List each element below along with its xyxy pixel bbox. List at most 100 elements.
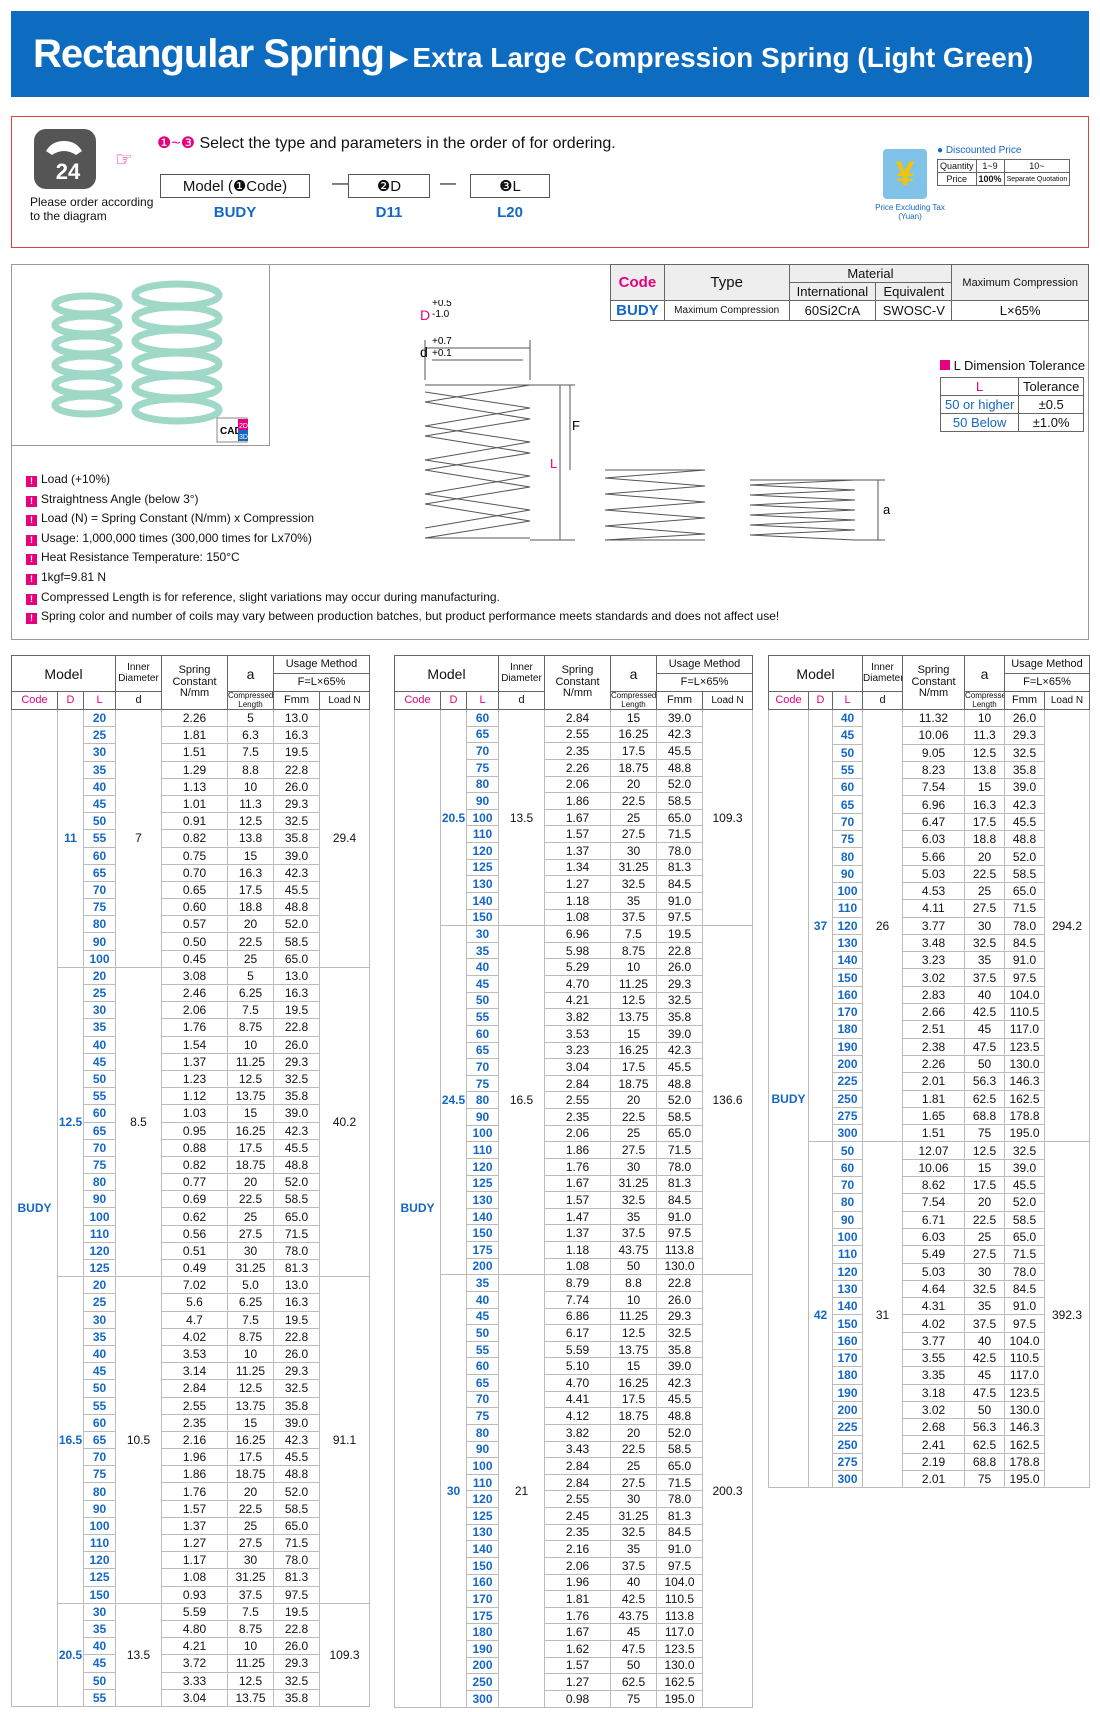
- k-cell: 2.06: [544, 1124, 611, 1143]
- k-cell: 3.77: [902, 916, 965, 935]
- a-cell: 62.5: [964, 1089, 1005, 1108]
- f-cell: 162.5: [1004, 1435, 1045, 1454]
- order-note: Please order according to the diagram: [30, 195, 154, 223]
- a-cell: 20: [227, 1482, 274, 1501]
- cell: BUDY: [610, 300, 665, 321]
- data-row: 140 4.31 35 91.0: [769, 1297, 1090, 1316]
- a-cell: 7.5: [610, 925, 657, 943]
- f-cell: 29.3: [273, 1052, 320, 1071]
- f-cell: 26.0: [273, 1344, 320, 1364]
- data-row: 70 8.62 17.5 45.5: [769, 1176, 1090, 1195]
- example: L20: [497, 204, 523, 221]
- f-cell: 26.0: [656, 1290, 703, 1309]
- a-cell: 16.25: [610, 1374, 657, 1392]
- f-cell: 97.5: [273, 1585, 320, 1604]
- l-cell: 45: [83, 1052, 116, 1071]
- k-cell: 2.46: [161, 983, 228, 1003]
- k-cell: 1.57: [544, 1656, 611, 1675]
- l-cell: 125: [466, 1507, 499, 1525]
- l-cell: 130: [466, 1523, 499, 1542]
- data-row: 100 1.67 25 65.0: [395, 808, 753, 827]
- k-cell: 1.76: [544, 1606, 611, 1625]
- l-cell: 35: [83, 760, 116, 779]
- f-cell: 84.5: [656, 1523, 703, 1542]
- f-cell: 78.0: [1004, 916, 1045, 935]
- f-cell: 39.0: [1004, 778, 1045, 797]
- k-cell: 0.56: [161, 1224, 228, 1243]
- l-cell: 75: [466, 758, 499, 777]
- f-cell: 42.3: [656, 1374, 703, 1392]
- header-cell: d: [115, 691, 162, 710]
- l-cell: 160: [466, 1573, 499, 1592]
- k-cell: 5.66: [902, 847, 965, 866]
- f-cell: 91.0: [1004, 951, 1045, 970]
- data-row: 70 1.96 17.5 45.5: [12, 1448, 370, 1467]
- a-cell: 30: [964, 916, 1005, 935]
- f-cell: 71.5: [1004, 899, 1045, 918]
- data-row: 45 4.70 11.25 29.3: [395, 975, 753, 993]
- phone-icon: 24: [34, 129, 96, 189]
- a-cell: 27.5: [610, 825, 657, 843]
- note: ! Spring color and number of coils may va…: [26, 607, 779, 627]
- l-cell: 175: [466, 1241, 499, 1259]
- l-cell: 200: [466, 1257, 499, 1276]
- cell: L×65%: [951, 300, 1089, 321]
- data-row: 80 3.82 20 52.0: [395, 1423, 753, 1442]
- a-cell: 13.75: [227, 1087, 274, 1106]
- data-row: 60 10.06 15 39.0: [769, 1158, 1090, 1178]
- data-row: 80 1.76 20 52.0: [12, 1482, 370, 1501]
- f-cell: 35.8: [656, 1008, 703, 1026]
- note-icon: !: [26, 613, 37, 625]
- f-cell: 42.3: [273, 863, 320, 882]
- a-cell: 31.25: [610, 1507, 657, 1525]
- dim-d: d: [420, 344, 428, 360]
- dim-F: F: [572, 418, 580, 433]
- l-cell: 70: [83, 1448, 116, 1467]
- k-cell: 1.67: [544, 1174, 611, 1193]
- l-cell: 75: [83, 1155, 116, 1175]
- data-row: 110 2.84 27.5 71.5: [395, 1473, 753, 1492]
- k-cell: 7.02: [161, 1276, 228, 1295]
- k-cell: 4.70: [544, 975, 611, 993]
- f-cell: 29.3: [273, 794, 320, 814]
- a-cell: 37.5: [610, 908, 657, 927]
- data-row: 75 2.26 18.75 48.8: [395, 758, 753, 777]
- f-cell: 81.3: [656, 858, 703, 877]
- data-row: 80 5.66 20 52.0: [769, 847, 1090, 866]
- a-cell: 18.8: [964, 830, 1005, 849]
- l-cell: 100: [832, 881, 863, 901]
- l-cell: 90: [83, 1499, 116, 1518]
- wire-cell: 8.5: [115, 966, 162, 1278]
- f-cell: 39.0: [1004, 1158, 1045, 1178]
- header-cell: Model: [11, 655, 116, 692]
- a-cell: 50: [610, 1656, 657, 1675]
- k-cell: 1.54: [161, 1035, 228, 1054]
- d-cell: 42: [808, 1141, 833, 1489]
- header-cell: F=L×65%: [655, 673, 754, 692]
- l-cell: 100: [83, 1207, 116, 1226]
- d-cell: 16.5: [57, 1276, 84, 1604]
- data-row: 130 1.27 32.5 84.5: [395, 875, 753, 893]
- data-row: 125 1.34 31.25 81.3: [395, 858, 753, 877]
- f-cell: 65.0: [273, 1207, 320, 1226]
- l-cell: 75: [83, 1465, 116, 1484]
- table-head: Model Inner Diameter Spring Constant N/mm a…: [394, 655, 754, 710]
- a-cell: 22.5: [227, 1190, 274, 1209]
- a-cell: 37.5: [610, 1556, 657, 1575]
- l-cell: 160: [832, 985, 863, 1005]
- l-cell: 70: [466, 1058, 499, 1076]
- a-cell: 16.3: [227, 863, 274, 882]
- a-cell: 12.5: [964, 1141, 1005, 1160]
- separator: —: [332, 175, 348, 192]
- k-cell: 1.67: [544, 808, 611, 827]
- k-cell: 1.01: [161, 794, 228, 814]
- f-cell: 39.0: [656, 1357, 703, 1375]
- f-cell: 22.8: [273, 760, 320, 779]
- f-cell: 71.5: [656, 1141, 703, 1159]
- l-cell: 30: [83, 1602, 116, 1621]
- arrow: ▶: [389, 44, 409, 72]
- field: ❸L: [470, 174, 550, 198]
- a-cell: 30: [227, 1551, 274, 1570]
- f-cell: 130.0: [1004, 1054, 1045, 1074]
